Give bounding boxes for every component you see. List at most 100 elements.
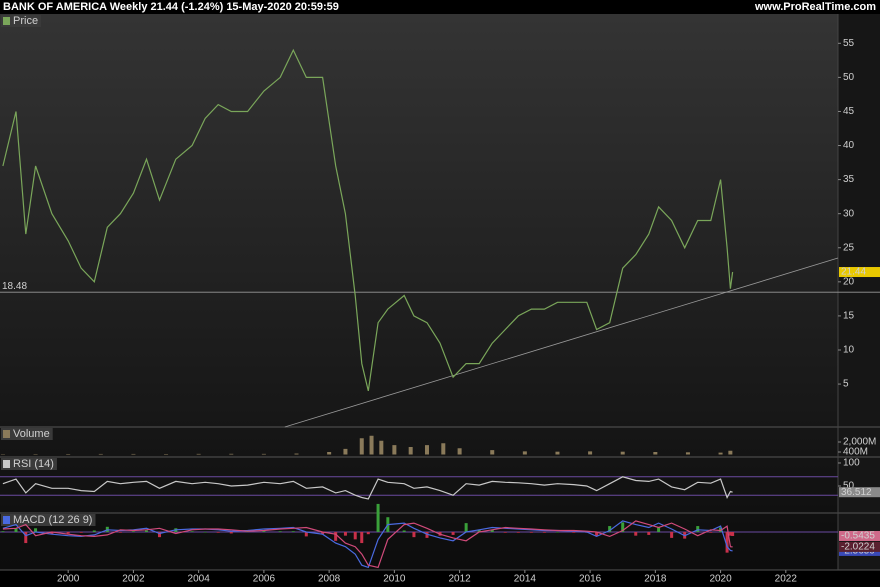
y-tick-label: 25	[843, 242, 855, 253]
histogram-bar	[262, 530, 266, 532]
histogram-bar	[1, 531, 5, 532]
y-tick-label: 400M	[843, 447, 868, 458]
volume-bar	[441, 443, 446, 455]
panel-title-icon	[3, 516, 10, 524]
volume-bar	[620, 451, 625, 455]
panel-title-box	[1, 458, 57, 470]
y-tick-label: 20	[843, 276, 855, 287]
histogram-bar	[216, 531, 220, 533]
panel-title-box	[1, 15, 42, 27]
x-tick-label: 2018	[644, 574, 667, 585]
y-tick-label: 50	[843, 72, 855, 83]
volume-bar	[359, 438, 364, 455]
histogram-bar	[696, 526, 700, 532]
volume-bar	[685, 452, 690, 455]
histogram-bar	[728, 531, 732, 536]
volume-bar	[261, 453, 266, 455]
volume-bar	[588, 451, 593, 455]
volume-bar	[408, 447, 413, 455]
header-site: www.ProRealTime.com	[754, 1, 876, 13]
histogram-bar	[731, 531, 735, 536]
x-tick-label: 2006	[253, 574, 276, 585]
histogram-bar	[79, 531, 83, 533]
volume-bar	[98, 453, 103, 455]
histogram-bar	[464, 523, 468, 532]
value-tag-box	[839, 487, 880, 498]
histogram-bar	[50, 531, 54, 535]
histogram-bar	[608, 526, 612, 532]
x-tick-label: 2002	[122, 574, 145, 585]
histogram-bar	[229, 531, 233, 534]
histogram-bar	[709, 531, 713, 533]
y-tick-label: 45	[843, 106, 855, 117]
histogram-bar	[425, 531, 429, 538]
histogram-bar	[634, 531, 638, 536]
support-label: 18.48	[2, 281, 27, 292]
histogram-bar	[542, 531, 546, 533]
volume-bar	[229, 453, 234, 455]
volume-bar	[424, 445, 429, 455]
histogram-bar	[725, 531, 729, 553]
histogram-bar	[278, 531, 282, 532]
x-tick-label: 2000	[57, 574, 80, 585]
histogram-bar	[555, 531, 559, 533]
y-tick-label: 15	[843, 311, 855, 322]
histogram-bar	[412, 531, 416, 538]
value-tag-box	[839, 267, 880, 278]
series-line	[2, 476, 733, 500]
x-tick-label: 2004	[188, 574, 211, 585]
histogram-bar	[131, 531, 135, 532]
volume-bar	[327, 452, 332, 455]
volume-bar	[718, 452, 723, 455]
histogram-bar	[203, 531, 207, 533]
volume-bar	[164, 454, 169, 455]
trend-line	[284, 257, 839, 428]
y-tick-label: 100	[843, 458, 860, 469]
x-tick-label: 2010	[383, 574, 406, 585]
volume-bar	[490, 450, 495, 455]
histogram-bar	[402, 530, 406, 532]
panel-title-box	[1, 428, 53, 440]
volume-bar	[369, 435, 374, 455]
x-tick-label: 2016	[579, 574, 602, 585]
header-title: BANK OF AMERICA Weekly 21.44 (-1.24%) 15…	[3, 1, 339, 13]
panel-title: Price	[13, 15, 38, 27]
y-tick-label: 5	[843, 379, 849, 390]
y-tick-label: 35	[843, 174, 855, 185]
histogram-bar	[190, 531, 194, 532]
y-tick-label: 55	[843, 38, 855, 49]
histogram-bar	[490, 529, 494, 532]
histogram-bar	[24, 531, 28, 544]
panel-title: RSI (14)	[13, 458, 54, 470]
y-tick-label: 10	[843, 345, 855, 356]
panel-title-box	[1, 514, 96, 526]
histogram-bar	[321, 531, 325, 535]
panel-title-icon	[3, 430, 10, 438]
volume-bar	[131, 453, 136, 455]
histogram-bar	[158, 531, 162, 538]
histogram-bar	[144, 530, 148, 532]
volume-bar	[379, 440, 384, 455]
histogram-bar	[291, 531, 295, 532]
volume-bar	[196, 453, 201, 455]
histogram-bar	[304, 531, 308, 537]
histogram-bar	[529, 531, 533, 533]
histogram-bar	[516, 531, 520, 533]
histogram-bar	[595, 531, 599, 537]
value-tag: -0.5435	[841, 531, 875, 542]
volume-bar	[522, 451, 527, 455]
histogram-bar	[14, 528, 18, 532]
panel-title-icon	[3, 460, 10, 468]
histogram-bar	[353, 531, 357, 540]
value-tag-box	[839, 530, 880, 541]
histogram-bar	[34, 528, 38, 532]
histogram-bar	[621, 522, 625, 532]
histogram-bar	[360, 531, 364, 544]
y-tick-label: 2,000M	[843, 437, 876, 448]
histogram-bar	[647, 531, 651, 535]
volume-bar	[555, 451, 560, 455]
volume-bar	[457, 448, 462, 455]
volume-bar	[343, 448, 348, 455]
